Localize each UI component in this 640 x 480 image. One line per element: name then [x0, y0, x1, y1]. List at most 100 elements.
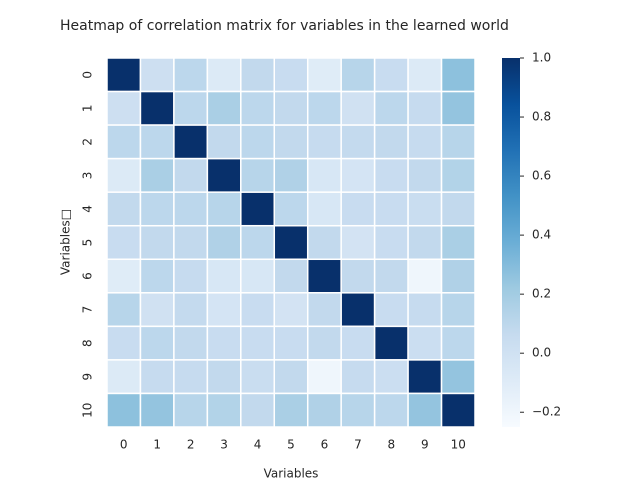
heatmap-cell — [173, 258, 209, 294]
heatmap-cell — [273, 57, 309, 93]
colorbar-tick-label: 0.8 — [532, 110, 551, 124]
heatmap-cell — [373, 157, 409, 193]
heatmap-cell — [106, 90, 142, 126]
y-tick-label: 10 — [81, 403, 95, 418]
heatmap-cell — [240, 124, 276, 160]
heatmap-cell — [306, 392, 342, 428]
chart-title: Heatmap of correlation matrix for variab… — [60, 18, 509, 34]
heatmap-cell — [440, 258, 476, 294]
heatmap-cell — [306, 90, 342, 126]
heatmap-cell — [206, 292, 242, 328]
heatmap-cell — [173, 392, 209, 428]
heatmap-cell — [440, 292, 476, 328]
colorbar-tick-label: 0.4 — [532, 228, 551, 242]
heatmap-cell — [106, 392, 142, 428]
x-tick-label: 0 — [120, 438, 128, 452]
heatmap-cell — [407, 191, 443, 227]
heatmap-cell — [206, 124, 242, 160]
heatmap-cell — [173, 292, 209, 328]
y-tick-label: 4 — [81, 205, 95, 213]
heatmap-cell — [106, 292, 142, 328]
heatmap-cell — [373, 258, 409, 294]
heatmap-cell — [173, 224, 209, 261]
heatmap-cell — [306, 157, 342, 193]
heatmap-cell — [273, 258, 309, 294]
x-axis-label: Variables — [264, 467, 319, 480]
heatmap-cell — [173, 359, 209, 395]
heatmap-cell — [106, 359, 142, 395]
heatmap-cell — [407, 359, 443, 395]
heatmap-cell — [340, 359, 376, 395]
heatmap-cell — [306, 224, 342, 261]
heatmap-cell — [206, 392, 242, 428]
heatmap-cell — [206, 191, 242, 227]
heatmap-cell — [440, 359, 476, 395]
heatmap-cell — [139, 292, 175, 328]
heatmap-cell — [273, 224, 309, 261]
heatmap-cell — [240, 90, 276, 126]
colorbar — [502, 58, 520, 427]
heatmap-cell — [106, 57, 142, 93]
heatmap-cell — [407, 90, 443, 126]
heatmap-cell — [306, 191, 342, 227]
heatmap-cell — [407, 124, 443, 160]
heatmap-cell — [373, 359, 409, 395]
x-tick-label: 1 — [153, 438, 161, 452]
y-axis-label: Variables□ — [59, 209, 73, 275]
heatmap-cell — [139, 224, 175, 261]
colorbar-tick-label: 0.6 — [532, 169, 551, 183]
heatmap-cell — [240, 292, 276, 328]
heatmap-cell — [173, 325, 209, 361]
x-tick-label: 2 — [187, 438, 195, 452]
heatmap-cell — [340, 224, 376, 261]
heatmap-cell — [373, 124, 409, 160]
x-tick-label: 9 — [421, 438, 429, 452]
y-tick-label: 0 — [81, 71, 95, 79]
heatmap-cell — [240, 258, 276, 294]
y-tick-label: 7 — [81, 306, 95, 314]
heatmap-cell — [206, 258, 242, 294]
heatmap-cell — [240, 325, 276, 361]
heatmap-cell — [240, 359, 276, 395]
heatmap-cell — [106, 157, 142, 193]
heatmap-cell — [173, 191, 209, 227]
heatmap-cell — [173, 124, 209, 160]
heatmap-cell — [373, 191, 409, 227]
x-tick-label: 6 — [321, 438, 329, 452]
heatmap-cell — [440, 124, 476, 160]
heatmap-cell — [440, 325, 476, 361]
heatmap-cell — [173, 57, 209, 93]
heatmap-cell — [440, 57, 476, 93]
heatmap-cell — [206, 57, 242, 93]
heatmap-cell — [139, 157, 175, 193]
heatmap-cell — [139, 258, 175, 294]
heatmap-cell — [340, 124, 376, 160]
x-tick-label: 10 — [451, 438, 466, 452]
heatmap-cell — [139, 124, 175, 160]
heatmap-cell — [206, 90, 242, 126]
heatmap-cell — [139, 57, 175, 93]
x-tick-label: 7 — [354, 438, 362, 452]
heatmap-cell — [373, 325, 409, 361]
y-tick-label: 2 — [81, 138, 95, 146]
y-tick-label: 5 — [81, 239, 95, 247]
heatmap-cell — [440, 392, 476, 428]
heatmap-cell — [173, 90, 209, 126]
heatmap-cell — [440, 157, 476, 193]
y-tick-label: 3 — [81, 172, 95, 180]
heatmap-cell — [206, 325, 242, 361]
y-tick-label: 9 — [81, 373, 95, 381]
heatmap-cell — [106, 191, 142, 227]
heatmap-cell — [139, 392, 175, 428]
heatmap-cell — [240, 392, 276, 428]
heatmap-cell — [340, 392, 376, 428]
colorbar-tick-label: 1.0 — [532, 51, 551, 65]
heatmap-cell — [173, 157, 209, 193]
heatmap-cell — [340, 57, 376, 93]
heatmap-cell — [139, 90, 175, 126]
y-tick-label: 8 — [81, 339, 95, 347]
y-tick-label: 1 — [81, 104, 95, 112]
heatmap-cell — [106, 325, 142, 361]
heatmap-cell — [306, 258, 342, 294]
